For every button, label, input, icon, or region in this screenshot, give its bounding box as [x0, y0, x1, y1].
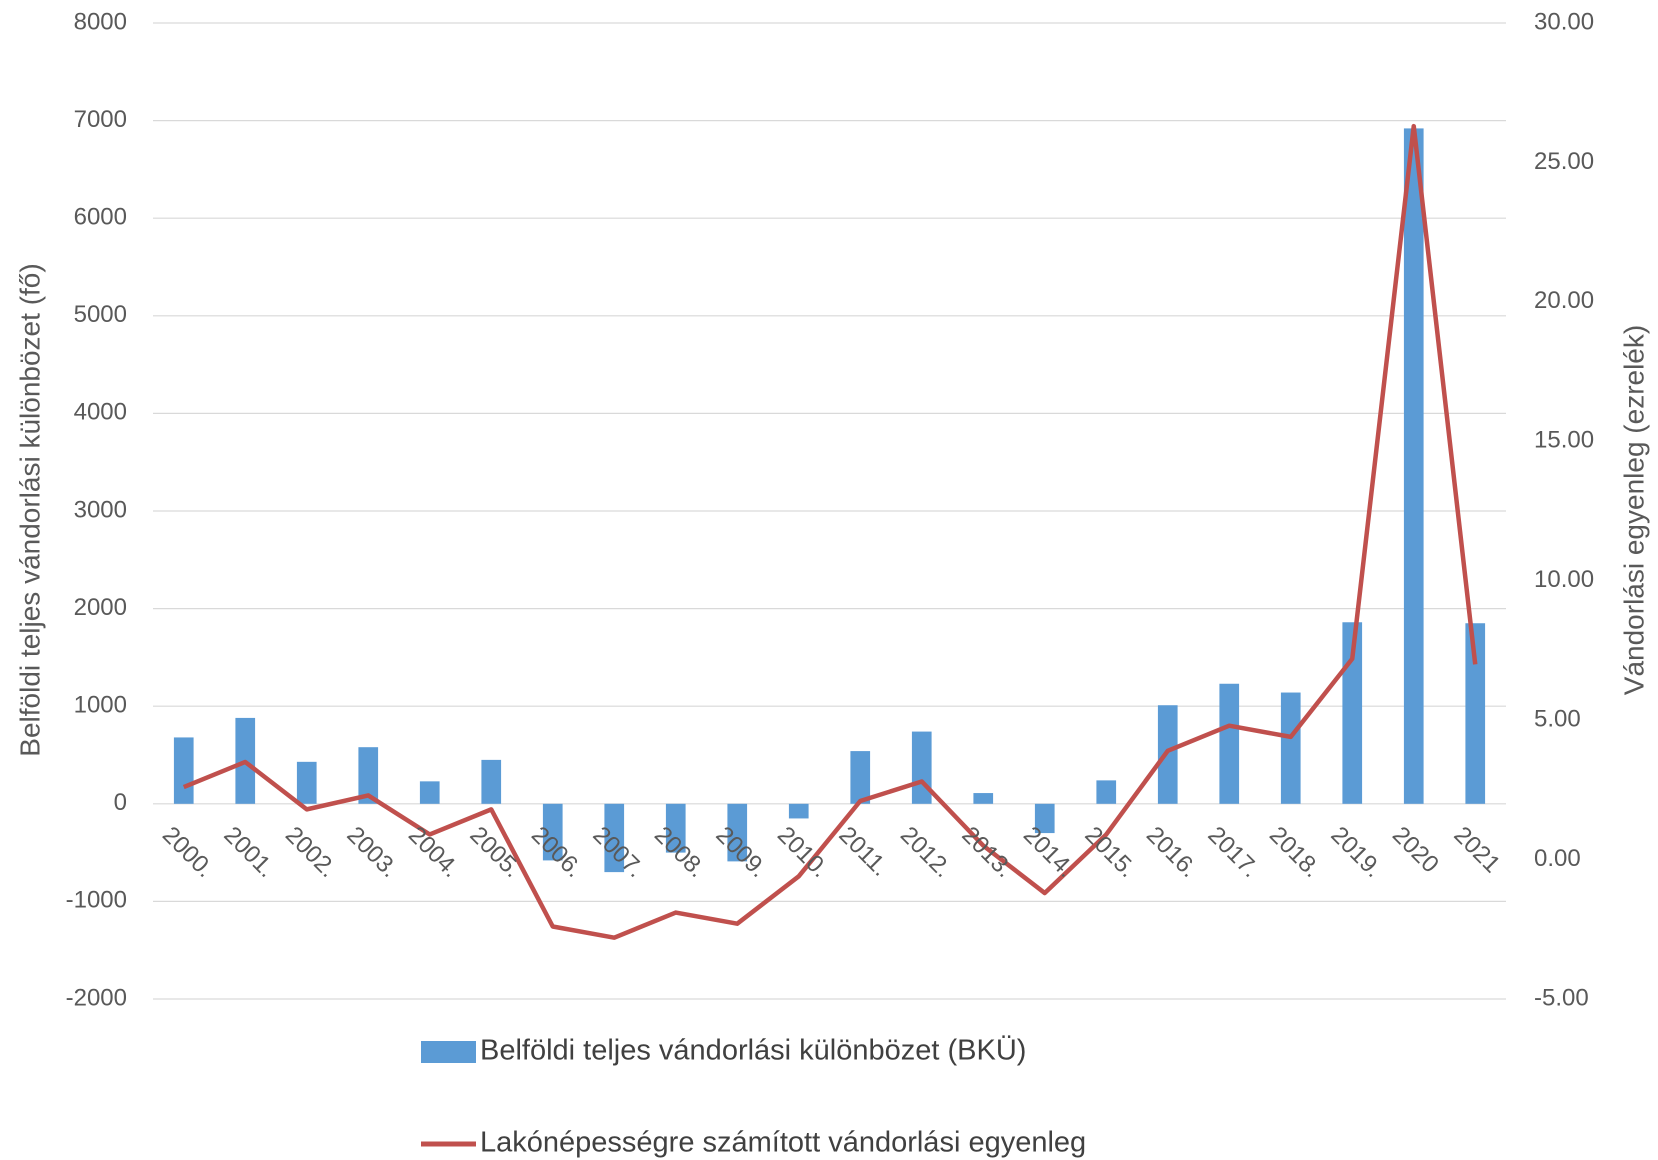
- y-tick-label: 6000: [74, 204, 127, 231]
- bar: [1219, 683, 1240, 804]
- bar: [481, 759, 502, 804]
- bar: [1096, 780, 1117, 804]
- y-tick-label: 1000: [74, 692, 127, 719]
- legend-swatch: [421, 1041, 476, 1063]
- y-tick-label: -2000: [66, 984, 127, 1011]
- bar: [727, 803, 748, 862]
- bar: [419, 781, 440, 804]
- line-series: [182, 123, 1478, 940]
- x-tick-label: 2001.: [219, 821, 281, 883]
- x-tick-label: 2017.: [1203, 821, 1265, 883]
- y-tick-label: 3000: [74, 496, 127, 523]
- y-axis-title: Belföldi teljes vándorlási különbözet (f…: [14, 263, 45, 756]
- x-tick-label: 2019.: [1326, 821, 1388, 883]
- bar: [1034, 803, 1055, 834]
- y-tick-label: 8000: [74, 8, 127, 35]
- x-tick-label: 2002.: [280, 821, 342, 883]
- y2-tick-label: 15.00: [1534, 427, 1594, 454]
- bar: [788, 803, 809, 819]
- y2-tick-label: 30.00: [1534, 8, 1594, 35]
- x-tick-label: 2016.: [1141, 821, 1203, 883]
- y2-tick-label: 5.00: [1534, 705, 1581, 732]
- bar: [665, 803, 686, 853]
- y-tick-label: 2000: [74, 594, 127, 621]
- x-tick-label: 2003.: [342, 821, 404, 883]
- y-tick-label: 4000: [74, 399, 127, 426]
- bar: [911, 731, 932, 804]
- bar: [973, 793, 994, 804]
- y2-tick-label: 10.00: [1534, 566, 1594, 593]
- x-tick-label: 2000.: [157, 821, 219, 883]
- y2-tick-label: -5.00: [1534, 984, 1589, 1011]
- bar: [296, 761, 317, 804]
- bar: [1280, 692, 1301, 804]
- bar: [542, 803, 563, 861]
- bar: [1403, 128, 1424, 804]
- x-tick-label: 2005.: [465, 821, 527, 883]
- y2-tick-label: 25.00: [1534, 148, 1594, 175]
- y-tick-label: 0: [114, 789, 127, 816]
- y2-tick-label: 20.00: [1534, 287, 1594, 314]
- x-tick-label: 2018.: [1264, 821, 1326, 883]
- y-tick-label: -1000: [66, 887, 127, 914]
- legend-label: Belföldi teljes vándorlási különbözet (B…: [480, 1035, 1026, 1067]
- bar: [604, 803, 625, 873]
- x-tick-label: 2011.: [834, 821, 894, 881]
- bar: [1465, 623, 1486, 804]
- x-tick-label: 2013.: [957, 821, 1019, 883]
- legend-label: Lakónépességre számított vándorlási egye…: [480, 1127, 1086, 1159]
- y-tick-label: 7000: [74, 106, 127, 133]
- x-tick-label: 2012.: [895, 821, 957, 883]
- bar: [173, 737, 194, 804]
- x-tick-label: 2020: [1387, 821, 1444, 878]
- y-tick-label: 5000: [74, 301, 127, 328]
- bar: [850, 751, 871, 804]
- y2-tick-label: 0.00: [1534, 845, 1581, 872]
- x-tick-label: 2021: [1449, 821, 1506, 878]
- bar: [358, 747, 379, 804]
- y2-axis-title: Vándorlási egyenleg (ezrelék): [1618, 325, 1649, 695]
